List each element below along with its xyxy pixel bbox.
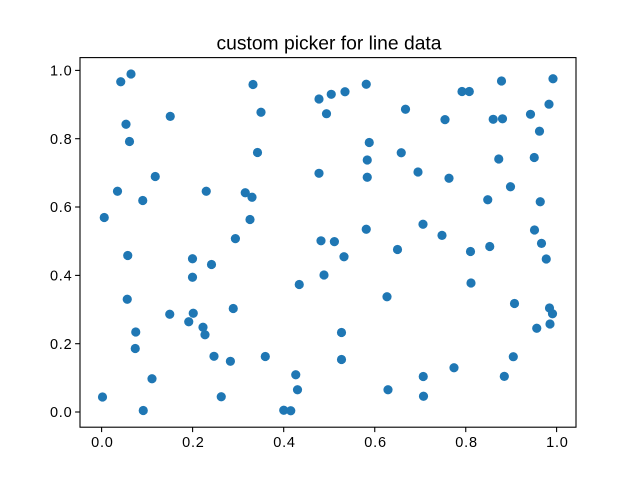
svg-text:custom picker for line data: custom picker for line data [216,33,441,54]
svg-text:0.4: 0.4 [50,269,73,285]
svg-text:1.0: 1.0 [546,435,569,451]
svg-text:0.8: 0.8 [455,435,478,451]
svg-text:1.0: 1.0 [50,64,73,80]
svg-text:0.2: 0.2 [50,337,73,353]
svg-text:0.2: 0.2 [182,435,205,451]
svg-text:0.4: 0.4 [273,435,296,451]
svg-text:0.6: 0.6 [50,200,73,216]
svg-text:0.6: 0.6 [364,435,387,451]
svg-text:0.0: 0.0 [91,435,114,451]
svg-text:0.8: 0.8 [50,132,73,148]
svg-text:0.0: 0.0 [50,405,73,421]
